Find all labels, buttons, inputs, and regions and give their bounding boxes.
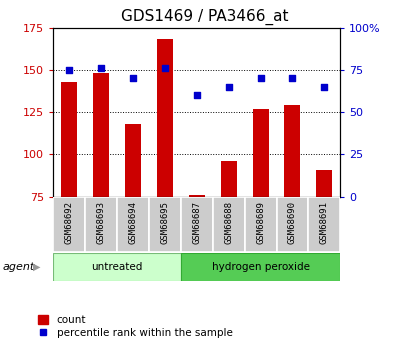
- Bar: [53, 253, 180, 281]
- Text: GSM68693: GSM68693: [97, 201, 106, 244]
- Bar: [316, 170, 332, 197]
- Text: GDS1469 / PA3466_at: GDS1469 / PA3466_at: [121, 9, 288, 25]
- Text: GSM68689: GSM68689: [256, 201, 265, 244]
- Bar: [252, 109, 268, 197]
- Point: [66, 67, 72, 73]
- Text: GSM68691: GSM68691: [319, 201, 328, 244]
- Point: [288, 76, 295, 81]
- Bar: [276, 197, 308, 252]
- Bar: [85, 197, 117, 252]
- Text: GSM68695: GSM68695: [160, 201, 169, 244]
- Point: [225, 84, 231, 90]
- Legend: count, percentile rank within the sample: count, percentile rank within the sample: [38, 315, 232, 338]
- Bar: [148, 197, 180, 252]
- Bar: [61, 82, 77, 197]
- Text: hydrogen peroxide: hydrogen peroxide: [211, 262, 309, 272]
- Text: GSM68694: GSM68694: [128, 201, 137, 244]
- Text: GSM68692: GSM68692: [65, 201, 74, 244]
- Text: GSM68688: GSM68688: [224, 201, 233, 244]
- Text: untreated: untreated: [91, 262, 142, 272]
- Bar: [189, 195, 204, 197]
- Bar: [284, 105, 300, 197]
- Point: [257, 76, 263, 81]
- Bar: [117, 197, 148, 252]
- Point: [98, 66, 104, 71]
- Bar: [93, 73, 109, 197]
- Text: agent: agent: [2, 262, 34, 272]
- Bar: [180, 197, 212, 252]
- Text: ▶: ▶: [33, 262, 40, 272]
- Point: [161, 66, 168, 71]
- Text: GSM68687: GSM68687: [192, 201, 201, 244]
- Point: [320, 84, 327, 90]
- Bar: [308, 197, 339, 252]
- Bar: [244, 197, 276, 252]
- Bar: [212, 197, 244, 252]
- Text: GSM68690: GSM68690: [287, 201, 296, 244]
- Bar: [53, 197, 85, 252]
- Point: [129, 76, 136, 81]
- Point: [193, 92, 200, 98]
- Bar: [157, 39, 173, 197]
- Bar: [125, 124, 141, 197]
- Bar: [220, 161, 236, 197]
- Bar: [180, 253, 339, 281]
